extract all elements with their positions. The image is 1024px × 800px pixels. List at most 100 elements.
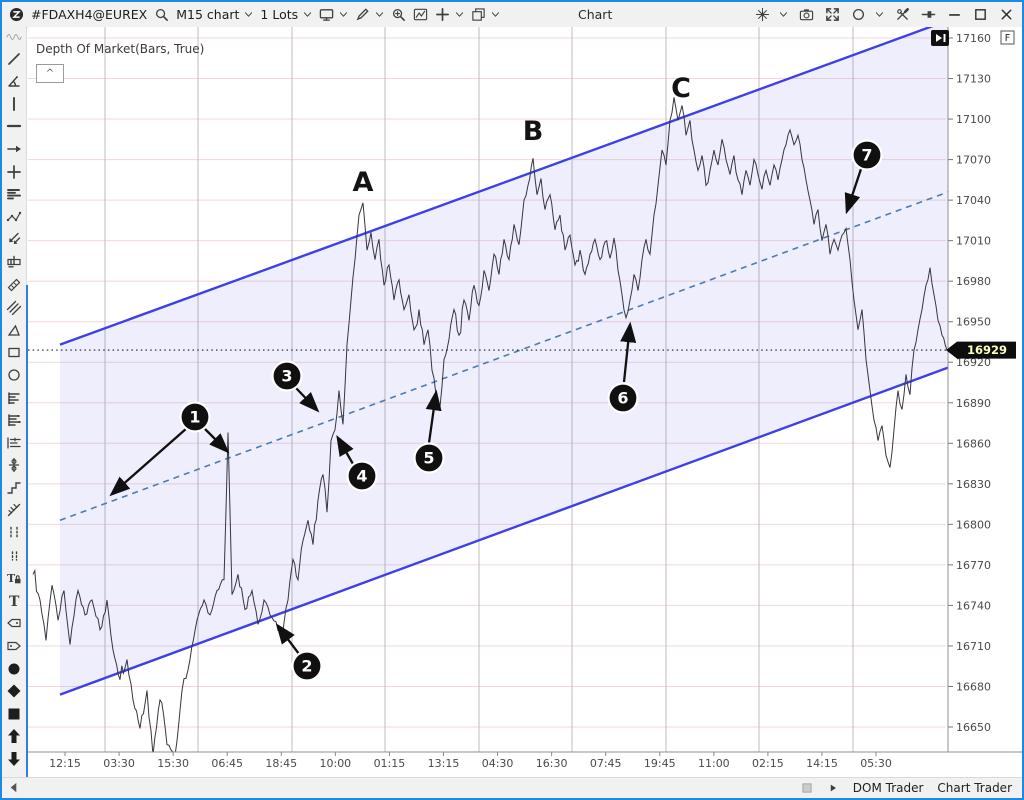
price-tick-label: 16650	[956, 721, 991, 734]
dot-marker-tool[interactable]	[5, 661, 23, 677]
time-tick-label: 03:30	[103, 757, 135, 770]
triangle-tool[interactable]	[5, 322, 23, 338]
zoom-icon[interactable]	[391, 7, 406, 22]
svg-text:T: T	[9, 594, 20, 609]
search-icon[interactable]	[154, 7, 169, 22]
minimize-icon[interactable]	[947, 7, 962, 22]
horizontal-line-tool[interactable]	[5, 118, 23, 134]
tag-right-tool[interactable]	[5, 638, 23, 654]
arrows-tool[interactable]	[5, 231, 23, 247]
indicator-collapse-button[interactable]: ^	[36, 64, 64, 83]
focus-badge[interactable]: F	[1000, 30, 1015, 45]
pin-icon[interactable]	[921, 7, 936, 22]
shape-caret-icon[interactable]	[875, 10, 884, 19]
volume-profile-tool[interactable]	[5, 186, 23, 202]
draw-caret-icon[interactable]	[375, 10, 384, 19]
parallel-lines-tool[interactable]	[5, 299, 23, 316]
display-caret-icon[interactable]	[339, 10, 348, 19]
arrow-up-marker-tool[interactable]	[5, 728, 23, 744]
tag-left-tool[interactable]	[5, 615, 23, 631]
price-tick-label: 16770	[956, 559, 991, 572]
crosshair-caret-icon[interactable]	[779, 10, 788, 19]
levels-b-tool[interactable]	[5, 412, 23, 428]
windows-icon[interactable]	[471, 7, 486, 22]
time-tick-label: 14:15	[806, 757, 838, 770]
cross-tool[interactable]	[5, 164, 23, 180]
price-tick-label: 17070	[956, 154, 991, 167]
current-price-tag: 16929	[946, 341, 1016, 359]
add-caret-icon[interactable]	[455, 10, 464, 19]
regression-channel-fill[interactable]	[60, 27, 948, 695]
app-logo	[9, 7, 24, 22]
caliper-tool[interactable]	[5, 254, 23, 270]
svg-text:16929: 16929	[967, 343, 1007, 357]
vertical-line-tool[interactable]	[5, 96, 23, 112]
region-dots-sm-tool[interactable]	[5, 548, 23, 564]
time-tick-label: 10:00	[319, 757, 351, 770]
maximize-icon[interactable]	[973, 7, 988, 22]
display-icon[interactable]	[319, 7, 334, 22]
annotation-arrow-1	[109, 427, 188, 497]
lines-ticks-tool[interactable]	[5, 435, 23, 451]
titlebar-right-toolbar	[755, 2, 1014, 27]
interval-selector[interactable]: M15 chart	[176, 7, 240, 22]
play-icon[interactable]	[827, 782, 839, 794]
channel-middle-line[interactable]	[59, 191, 948, 522]
annotation-marker-5: 5	[413, 442, 445, 474]
tab-chart-trader[interactable]: Chart Trader	[937, 781, 1012, 795]
go-to-latest-button[interactable]	[931, 30, 949, 46]
window-title: Chart	[578, 7, 613, 22]
time-tick-label: 11:00	[698, 757, 730, 770]
wave-label-B: B	[523, 116, 544, 147]
price-tick-label: 16980	[956, 275, 991, 288]
path-tool[interactable]	[5, 209, 23, 225]
price-tick-label: 16740	[956, 599, 991, 612]
chart-style-icon[interactable]	[413, 7, 428, 22]
text-lock-tool[interactable]: T	[5, 570, 23, 586]
panel-square-icon	[801, 782, 813, 794]
price-tick-label: 17130	[956, 73, 991, 86]
tab-dom-trader[interactable]: DOM Trader	[852, 781, 924, 795]
draw-icon[interactable]	[355, 7, 370, 22]
scroll-left-icon[interactable]	[6, 780, 22, 796]
channel-lower-line[interactable]	[59, 366, 948, 696]
instrument-label[interactable]: #FDAXH4@EUREX	[31, 7, 148, 22]
arrow-line-tool[interactable]	[5, 141, 23, 157]
windows-caret-icon[interactable]	[491, 10, 500, 19]
close-icon[interactable]	[999, 7, 1014, 22]
lots-selector[interactable]: 1 Lots	[260, 7, 299, 22]
zigzag-step-tool[interactable]	[5, 480, 23, 496]
time-tick-label: 18:45	[265, 757, 297, 770]
levels-a-tool[interactable]	[5, 390, 23, 406]
diamond-marker-tool[interactable]	[5, 683, 23, 699]
trend-line-tool[interactable]	[5, 51, 23, 67]
channel-upper-line[interactable]	[59, 27, 948, 346]
text-tool[interactable]: T	[5, 593, 23, 609]
screenshot-icon[interactable]	[799, 7, 814, 22]
ellipse-tool[interactable]	[5, 367, 23, 383]
price-tick-label: 17010	[956, 235, 991, 248]
price-line-series	[32, 97, 948, 752]
time-tick-label: 15:30	[157, 757, 189, 770]
price-chart[interactable]: 17160 17130 17100 17070 17040 17010 16980 16950…	[28, 27, 1022, 778]
price-tick-label: 16680	[956, 680, 991, 693]
wave-label-A: A	[353, 167, 374, 198]
interval-caret-icon[interactable]	[244, 10, 253, 19]
rectangle-tool[interactable]	[5, 344, 23, 360]
square-marker-tool[interactable]	[5, 706, 23, 722]
price-tick-label: 17040	[956, 194, 991, 207]
properties-icon[interactable]	[895, 7, 910, 22]
crosshair-icon[interactable]	[755, 7, 770, 22]
lots-caret-icon[interactable]	[303, 10, 312, 19]
angle-tool[interactable]	[5, 73, 23, 89]
fullscreen-icon[interactable]	[825, 7, 840, 22]
annotation-arrow-2	[275, 623, 300, 655]
ruler-tool[interactable]	[5, 277, 23, 293]
pitchfork-tool[interactable]	[5, 457, 23, 473]
region-dots-tool[interactable]	[5, 525, 23, 541]
price-tick-label: 16860	[956, 437, 991, 450]
channel-ticks-tool[interactable]	[5, 502, 23, 518]
shape-icon[interactable]	[851, 7, 866, 22]
add-icon[interactable]	[435, 7, 450, 22]
arrow-down-marker-tool[interactable]	[5, 751, 23, 767]
